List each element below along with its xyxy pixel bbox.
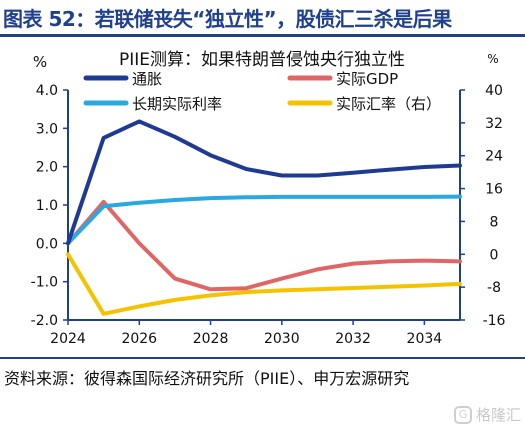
series-line-3 — [66, 252, 462, 316]
left-tick-label: 2.0 — [36, 160, 58, 176]
series-line-1 — [66, 199, 462, 292]
right-tick-label: 24 — [485, 149, 503, 165]
right-axis-unit: % — [487, 52, 498, 66]
chart-legend: 通胀 实际GDP 长期实际利率 实际汇率（右） — [83, 70, 441, 113]
right-tick-label: -16 — [483, 313, 506, 329]
x-tick-label: 2028 — [193, 331, 229, 347]
right-tick-label: 40 — [485, 83, 503, 99]
figure-title: 图表 52：若联储丧失“独立性”，股债汇三杀是后果 — [3, 7, 452, 31]
watermark: G 格隆汇 — [453, 404, 521, 425]
series-line-0 — [66, 119, 462, 246]
right-tick-label: -8 — [487, 280, 501, 296]
x-tick-label: 2024 — [50, 331, 86, 347]
x-tick-label: 2034 — [407, 331, 443, 347]
left-axis-unit: % — [33, 53, 47, 71]
chart-title: PIIE测算：如果特朗普侵蚀央行独立性 — [119, 50, 405, 70]
right-tick-label: 0 — [490, 247, 499, 263]
left-tick-label: 4.0 — [36, 83, 58, 99]
x-tick-label: 2030 — [264, 331, 300, 347]
right-tick-label: 16 — [485, 182, 503, 198]
title-rule — [0, 34, 525, 37]
left-tick-label: 0.0 — [36, 236, 58, 252]
right-tick-label: 8 — [490, 214, 499, 230]
left-tick-label: 1.0 — [36, 198, 58, 214]
source-rule — [0, 357, 525, 359]
x-tick-label: 2026 — [121, 331, 157, 347]
legend-label: 通胀 — [132, 70, 162, 88]
legend-label: 实际GDP — [336, 70, 398, 88]
chart-axes: -2.0 -1.0 0.0 1.0 2.0 3.0 4.0 -16 -8 0 8 16 24 32 40 20… — [31, 83, 506, 347]
left-tick-label: 3.0 — [36, 121, 58, 137]
source-note: 资料来源：彼得森国际经济研究所（PIIE）、申万宏源研究 — [4, 369, 410, 388]
watermark-logo-icon: G — [453, 405, 472, 424]
chart-series — [66, 119, 462, 316]
left-tick-label: -2.0 — [31, 313, 58, 329]
legend-label: 长期实际利率 — [132, 95, 222, 113]
right-tick-label: 32 — [485, 116, 503, 132]
x-tick-label: 2032 — [335, 331, 371, 347]
watermark-text: 格隆汇 — [475, 406, 521, 424]
legend-label: 实际汇率（右） — [336, 95, 441, 113]
series-line-2 — [66, 194, 462, 246]
left-tick-label: -1.0 — [31, 275, 58, 291]
line-chart: PIIE测算：如果特朗普侵蚀央行独立性 % % 通胀 实际GDP 长期实际利率 实际汇… — [31, 50, 506, 347]
